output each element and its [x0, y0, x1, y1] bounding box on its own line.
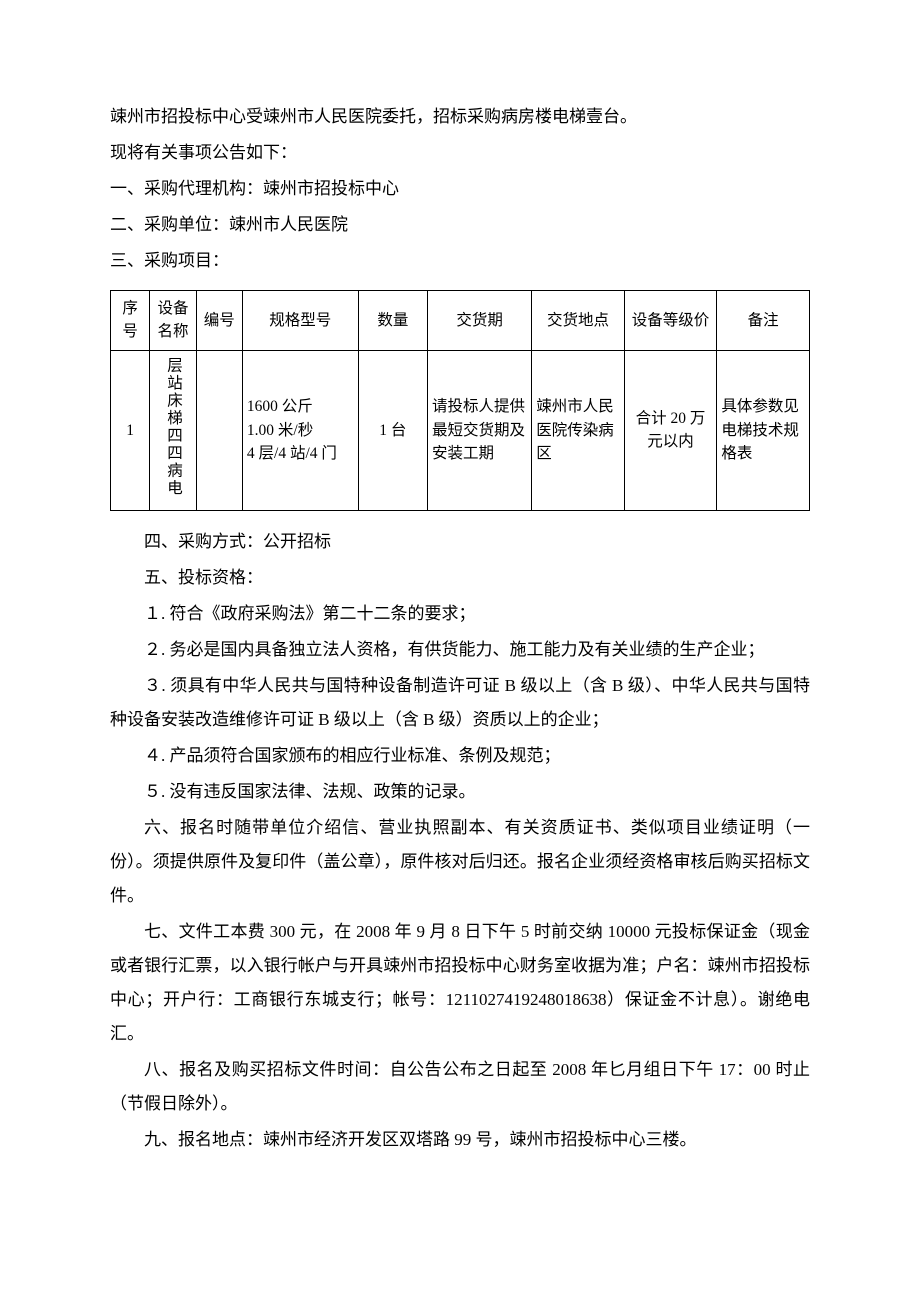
th-seq: 序号 [111, 291, 150, 351]
qual-item-4: ４. 产品须符合国家颁布的相应行业标准、条例及规范； [110, 739, 810, 773]
td-delivery: 请投标人提供最短交货期及安装工期 [428, 350, 532, 510]
th-qty: 数量 [358, 291, 427, 351]
section-6-registration: 六、报名时随带单位介绍信、营业执照副本、有关资质证书、类似项目业绩证明（一份）。… [110, 811, 810, 913]
section-1-agency: 一、采购代理机构：竦州市招投标中心 [110, 172, 810, 206]
qual-item-5: ５. 没有违反国家法律、法规、政策的记录。 [110, 775, 810, 809]
intro-line-1: 竦州市招投标中心受竦州市人民医院委托，招标采购病房楼电梯壹台。 [110, 100, 810, 134]
procurement-table: 序号 设备名称 编号 规格型号 数量 交货期 交货地点 设备等级价 备注 1 层… [110, 290, 810, 511]
td-seq: 1 [111, 350, 150, 510]
td-price: 合计 20 万元以内 [624, 350, 717, 510]
spec-line-3: 4 层/4 站/4 门 [247, 442, 354, 465]
td-qty: 1 台 [358, 350, 427, 510]
td-remark: 具体参数见电梯技术规格表 [717, 350, 810, 510]
th-price: 设备等级价 [624, 291, 717, 351]
td-num [196, 350, 242, 510]
spec-line-2: 1.00 米/秒 [247, 419, 354, 442]
section-2-unit: 二、采购单位：竦州市人民医院 [110, 208, 810, 242]
section-7-fee: 七、文件工本费 300 元，在 2008 年 9 月 8 日下午 5 时前交纳 … [110, 915, 810, 1051]
th-location: 交货地点 [532, 291, 625, 351]
table-row: 1 层站床梯四四病电 1600 公斤 1.00 米/秒 4 层/4 站/4 门 … [111, 350, 810, 510]
table-header-row: 序号 设备名称 编号 规格型号 数量 交货期 交货地点 设备等级价 备注 [111, 291, 810, 351]
section-3-project: 三、采购项目： [110, 244, 810, 278]
td-spec: 1600 公斤 1.00 米/秒 4 层/4 站/4 门 [242, 350, 358, 510]
th-delivery: 交货期 [428, 291, 532, 351]
qual-item-3: ３. 须具有中华人民共与国特种设备制造许可证 B 级以上（含 B 级）、中华人民… [110, 669, 810, 737]
section-8-time: 八、报名及购买招标文件时间：自公告公布之日起至 2008 年匕月组日下午 17：… [110, 1053, 810, 1121]
spec-line-1: 1600 公斤 [247, 395, 354, 418]
intro-line-2: 现将有关事项公告如下： [110, 136, 810, 170]
th-remark: 备注 [717, 291, 810, 351]
section-4-method: 四、采购方式：公开招标 [110, 525, 810, 559]
th-name: 设备名称 [150, 291, 196, 351]
section-9-location: 九、报名地点：竦州市经济开发区双塔路 99 号，竦州市招投标中心三楼。 [110, 1123, 810, 1157]
equipment-name-vertical: 层站床梯四四病电 [163, 357, 183, 497]
td-location: 竦州市人民医院传染病区 [532, 350, 625, 510]
td-name: 层站床梯四四病电 [150, 350, 196, 510]
th-num: 编号 [196, 291, 242, 351]
qual-item-2: ２. 务必是国内具备独立法人资格，有供货能力、施工能力及有关业绩的生产企业； [110, 633, 810, 667]
procurement-table-wrapper: 序号 设备名称 编号 规格型号 数量 交货期 交货地点 设备等级价 备注 1 层… [110, 290, 810, 511]
th-spec: 规格型号 [242, 291, 358, 351]
section-5-qualification: 五、投标资格： [110, 561, 810, 595]
qual-item-1: １. 符合《政府采购法》第二十二条的要求； [110, 597, 810, 631]
